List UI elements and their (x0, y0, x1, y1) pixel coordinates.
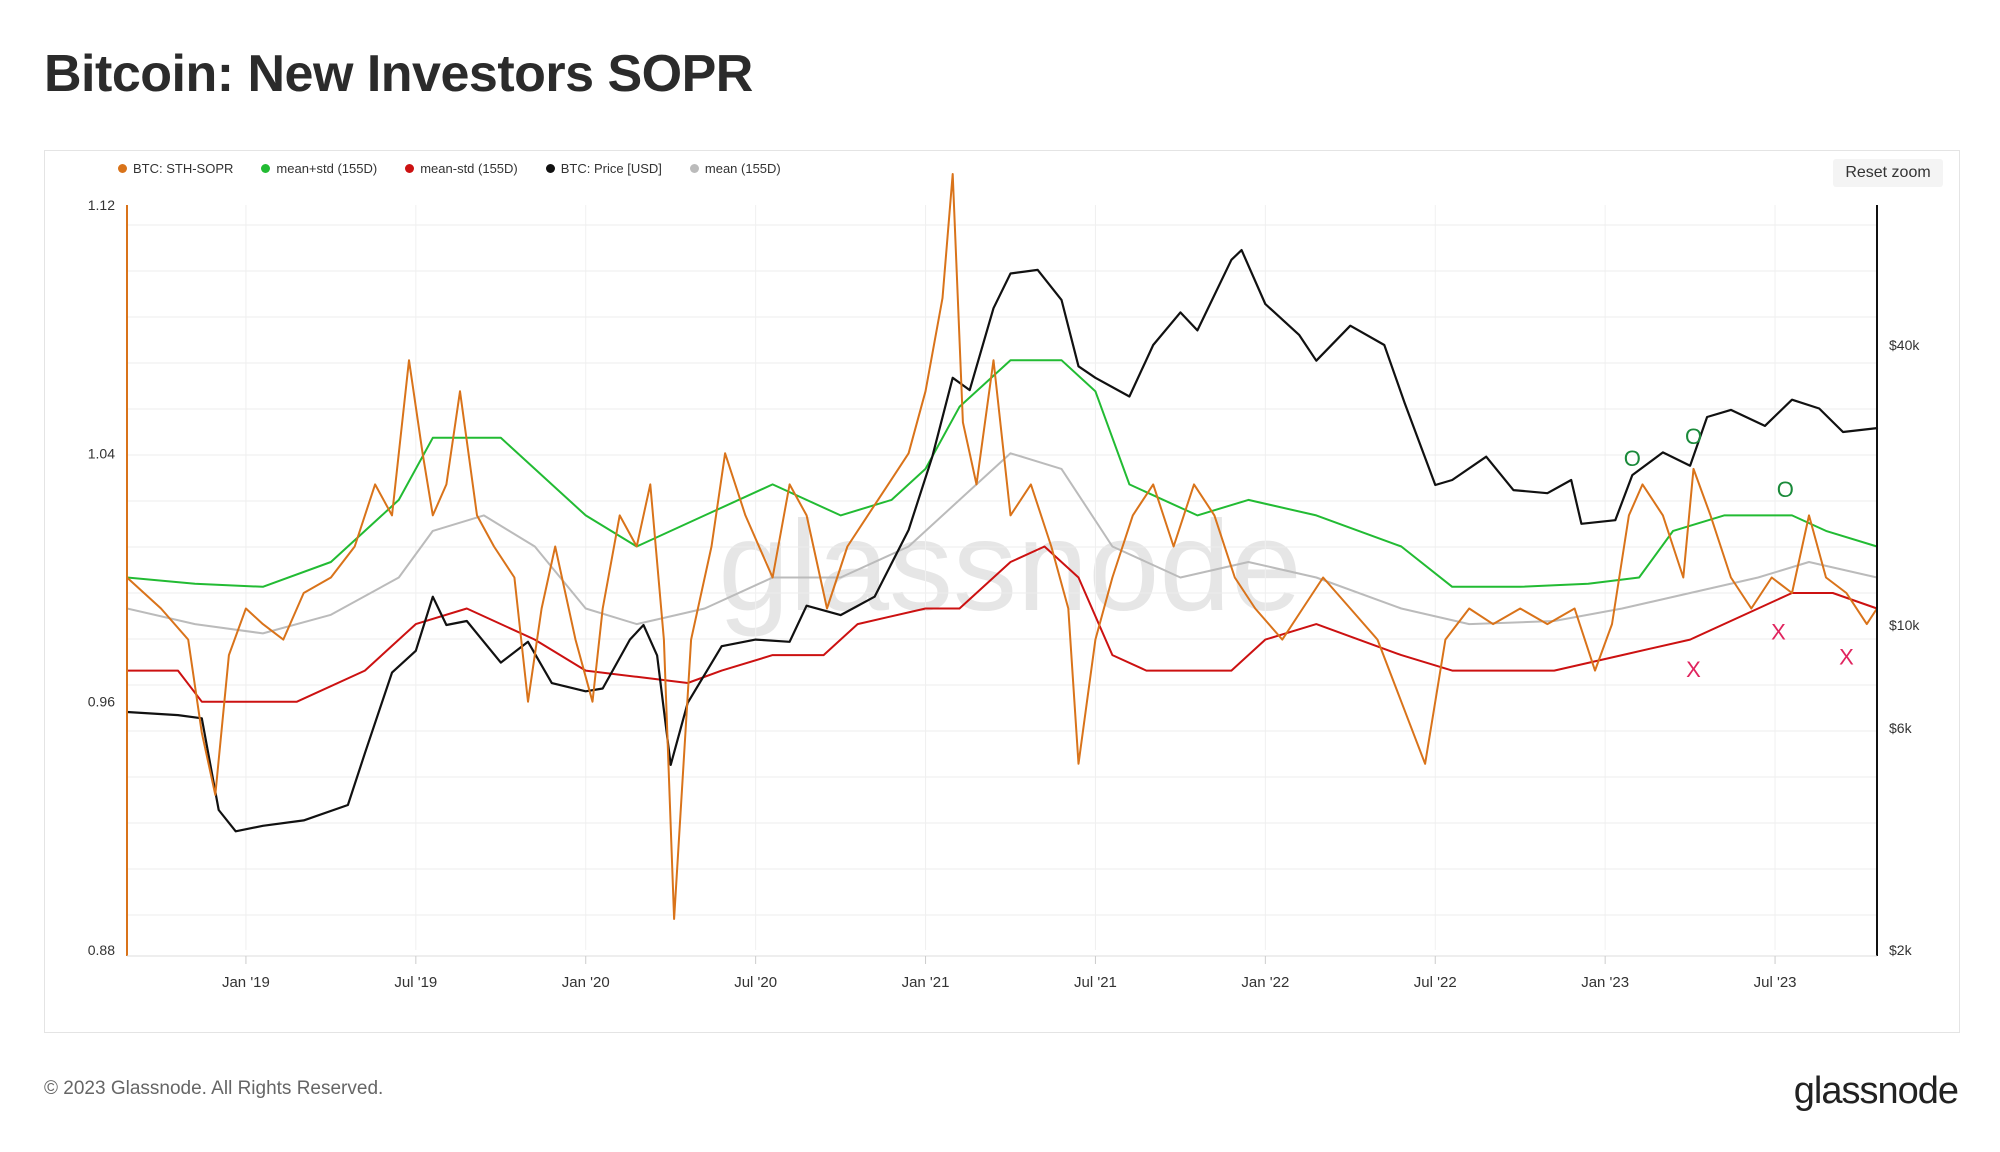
series-layer (125, 173, 1879, 920)
right-axis-tick-label: $6k (1889, 720, 1913, 736)
legend-item-mean-plus-std[interactable]: mean+std (155D) (261, 161, 377, 176)
legend-item-mean[interactable]: mean (155D) (689, 161, 781, 176)
legend-dot (689, 164, 699, 173)
right-axis-tick-label: $10k (1889, 617, 1920, 633)
legend-label: mean (155D) (704, 161, 781, 176)
legend-dot (118, 164, 127, 173)
x-axis-tick-label: Jan '21 (902, 974, 950, 991)
left-axis-tick-label: 1.12 (88, 197, 115, 213)
legend-item-mean-minus-std[interactable]: mean-std (155D) (405, 161, 518, 176)
left-axis-tick-label: 0.96 (88, 694, 115, 710)
annotation-o: O (1777, 477, 1794, 502)
page-title: Bitcoin: New Investors SOPR (44, 45, 753, 103)
footer-copyright: © 2023 Glassnode. All Rights Reserved. (44, 1078, 384, 1099)
grid-lines (127, 205, 1877, 950)
annotation-o: O (1624, 446, 1641, 471)
chart-frame (44, 150, 1960, 1033)
series-line-mean-std-155d (126, 545, 1878, 703)
legend-dot (261, 164, 271, 173)
series-line-mean-std-155d (126, 359, 1878, 588)
series-line-btc-price-usd (125, 249, 1879, 833)
watermark: glassnode (718, 495, 1302, 638)
left-axis-tick-label: 0.88 (88, 942, 115, 958)
x-axis-tick-label: Jul '23 (1754, 974, 1797, 991)
annotation-x: X (1839, 644, 1854, 669)
legend-label: mean+std (155D) (276, 161, 378, 176)
legend-item-btc-price[interactable]: BTC: Price [USD] (545, 161, 662, 176)
annotations: O O O X X X (1624, 424, 1854, 682)
reset-zoom-button[interactable]: Reset zoom (1833, 159, 1943, 187)
legend-label: BTC: STH-SOPR (133, 161, 234, 176)
axes: 0.88 0.96 1.04 1.12 $2k $6k $10k $40k Jan '19 Jul… (88, 197, 1921, 991)
annotation-x: X (1771, 620, 1786, 645)
x-axis-tick-label: Jul '19 (394, 974, 437, 991)
x-axis-tick-label: Jul '22 (1414, 974, 1457, 991)
x-axis-tick-label: Jan '20 (562, 974, 610, 991)
annotation-o: O (1685, 424, 1702, 449)
left-axis-tick-label: 1.04 (88, 445, 115, 461)
series-line-btc-sth-sopr (126, 173, 1878, 920)
legend-dot (405, 164, 415, 173)
x-axis-tick-label: Jan '23 (1581, 974, 1629, 991)
legend-dot (545, 164, 555, 173)
x-axis-tick-label: Jan '19 (222, 974, 270, 991)
x-axis-tick-label: Jan '22 (1241, 974, 1289, 991)
right-axis-tick-label: $2k (1889, 942, 1913, 958)
x-axis-tick-label: Jul '21 (1074, 974, 1117, 991)
annotation-x: X (1686, 657, 1701, 682)
legend-label: mean-std (155D) (420, 161, 518, 176)
glassnode-logo: glassnode (1793, 1070, 1959, 1112)
right-axis-tick-label: $40k (1889, 337, 1920, 353)
legend-item-sth-sopr[interactable]: BTC: STH-SOPR (118, 161, 233, 176)
chart-legend: BTC: STH-SOPR mean+std (155D) mean-std (… (118, 161, 809, 176)
legend-label: BTC: Price [USD] (560, 161, 662, 176)
x-axis-tick-label: Jul '20 (734, 974, 777, 991)
